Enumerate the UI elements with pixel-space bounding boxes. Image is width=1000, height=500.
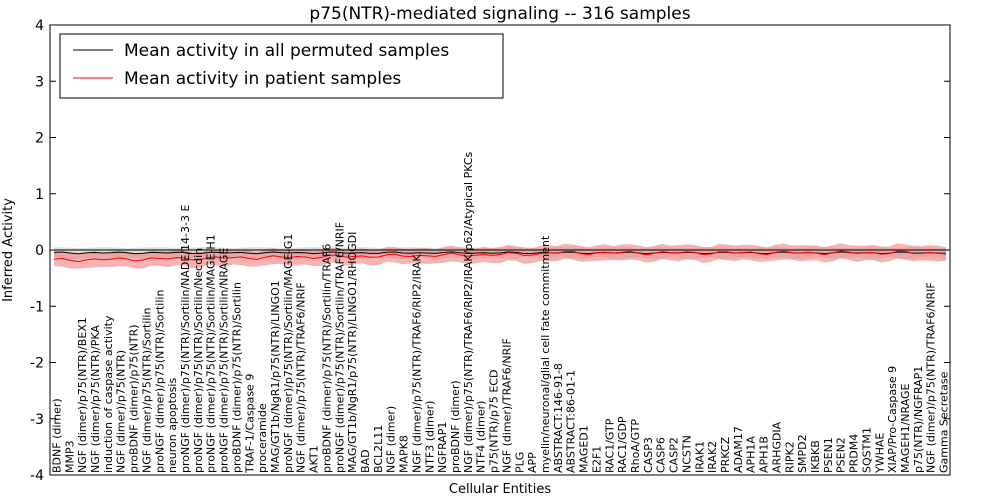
y-tick-label: 1 bbox=[35, 187, 44, 203]
y-tick-label: 3 bbox=[35, 74, 44, 90]
x-tick-label: BDNF (dimer) bbox=[50, 398, 63, 473]
x-tick-label: NGF (dimer)/p75(NTR)/Sortilin bbox=[140, 308, 153, 473]
x-tick-label: APH1B bbox=[758, 436, 771, 473]
x-tick-label: p75(NTR)/NGFRAP1 bbox=[912, 366, 925, 473]
x-tick-label: proNGF (dimer)/p75(NTR)/Sortilin bbox=[153, 290, 166, 473]
x-tick-label: ABSTRACT:146-91-8 bbox=[552, 363, 565, 473]
x-tick-label: p75(NTR)/p75 ECD bbox=[488, 370, 501, 473]
x-tick-label: MMP3 bbox=[63, 440, 76, 473]
x-tick-label: NGF (dimer)/p75(NTR)/TRAF6/NRIF bbox=[295, 282, 308, 473]
x-tick-label: proBDNF (dimer)/p75(NTR) bbox=[128, 324, 141, 473]
y-tick-label: -1 bbox=[30, 299, 44, 315]
x-tick-label: ABSTRACT:86-01-1 bbox=[565, 370, 578, 473]
legend-patient-label: Mean activity in patient samples bbox=[124, 69, 401, 89]
x-tick-label: neuron apoptosis bbox=[166, 378, 179, 473]
x-tick-label: BCL2L11 bbox=[372, 425, 385, 473]
x-tick-label: RhoA/GTP bbox=[629, 419, 642, 473]
plot-frame bbox=[49, 24, 951, 476]
x-tick-label: PRKCZ bbox=[719, 436, 732, 473]
legend-permuted-label: Mean activity in all permuted samples bbox=[124, 41, 449, 61]
x-tick-label: proBDNF (dimer)/p75(NTR)/Sortilin/TRAF6 bbox=[320, 244, 333, 473]
x-tick-label: TRAF-1/Caspase 9 bbox=[243, 374, 256, 474]
x-tick-label: NGF (dimer)/p75(NTR)/PKA bbox=[89, 325, 102, 473]
x-tick-label: RIPK2 bbox=[783, 441, 796, 473]
x-tick-label: proNGF (dimer)/p75(NTR)/Sortilin/MAGE-H1 bbox=[205, 234, 218, 473]
x-tick-label: E2F1 bbox=[590, 446, 603, 473]
y-tick-label: -3 bbox=[30, 412, 44, 428]
chart-title: p75(NTR)-mediated signaling -- 316 sampl… bbox=[309, 4, 690, 24]
x-tick-label: PSEN1 bbox=[822, 437, 835, 473]
x-tick-label: AKT1 bbox=[308, 445, 321, 473]
x-tick-label: YWHAE bbox=[873, 433, 886, 474]
x-tick-label: NTF4 (dimer) bbox=[475, 401, 488, 473]
x-tick-label: APH1A bbox=[745, 436, 758, 473]
y-axis: -4 -3 -2 -1 0 1 2 3 4 bbox=[30, 18, 950, 484]
y-tick-label: -2 bbox=[30, 356, 44, 372]
lines-layer bbox=[50, 249, 950, 263]
x-tick-label: proNGF (dimer)/p75(NTR)/Sortilin/MAGE-G1 bbox=[282, 234, 295, 473]
x-tick-label: proBDNF (dimer) bbox=[449, 380, 462, 473]
x-tick-label: SQSTM1 bbox=[860, 427, 873, 473]
y-tick-label: 4 bbox=[35, 18, 44, 34]
x-tick-label: MAPK8 bbox=[398, 435, 411, 473]
y-tick-label: 2 bbox=[35, 131, 44, 147]
x-tick-label: BAD bbox=[359, 449, 372, 473]
x-tick-label: proNGF (dimer)/p75(NTR)/Sortilin/NADE/14… bbox=[179, 205, 192, 473]
y-tick-label: -4 bbox=[30, 468, 44, 484]
x-tick-labels: BDNF (dimer) MMP3 NGF (dimer)/p75(NTR)/BEX… bbox=[50, 152, 950, 474]
x-tick-label: proBDNF (dimer)/p75(NTR)/Sortilin bbox=[230, 282, 243, 473]
x-tick-label: IKBKB bbox=[809, 440, 822, 473]
x-tick-label: NGF (dimer)/p75(NTR)/TRAF6/NRIF bbox=[925, 282, 938, 473]
x-tick-label: induction of caspase activity bbox=[102, 315, 115, 473]
x-tick-label: MAG/GT1b/NgR1/p75(NTR)/LINGO1/RHOGDI bbox=[346, 232, 359, 473]
x-tick-label: SMPD2 bbox=[796, 434, 809, 473]
x-tick-label: ADAM17 bbox=[732, 426, 745, 473]
x-tick-label: NGF (dimer)/p75(NTR)/TRAF6/RIP2/IRAK bbox=[410, 254, 423, 473]
x-tick-label: IRAK1 bbox=[693, 441, 706, 473]
x-tick-label: MAG/GT1b/NgR1/p75(NTR)/LINGO1 bbox=[269, 280, 282, 473]
x-tick-label: Gamma Secretase bbox=[938, 371, 951, 473]
x-tick-label: myelin/neuronal/glial cell fate commitme… bbox=[539, 235, 552, 473]
x-tick-label: NGF (dimer) bbox=[385, 406, 398, 473]
x-tick-label: CASP3 bbox=[642, 437, 655, 473]
x-tick-label: NGF (dimer)/TRAF6/NRIF bbox=[500, 338, 513, 473]
x-tick-label: CASP2 bbox=[668, 437, 681, 473]
x-tick-label: MAGED1 bbox=[578, 425, 591, 473]
x-tick-label: MAGEH1/NRAGE bbox=[899, 383, 912, 473]
x-tick-label: NGF (dimer)/p75(NTR) bbox=[115, 350, 128, 473]
y-axis-label: Inferred Activity bbox=[1, 198, 16, 302]
y-tick-label: 0 bbox=[35, 243, 44, 259]
x-tick-label: PLG bbox=[513, 452, 526, 473]
x-tick-label: NGFRAP1 bbox=[436, 422, 449, 473]
x-tick-label: PSEN2 bbox=[835, 437, 848, 473]
x-tick-label: IRAK2 bbox=[706, 441, 719, 473]
x-tick-label: CASP6 bbox=[655, 437, 668, 473]
x-tick-label: RAC1/GDP bbox=[616, 416, 629, 473]
x-tick-label: NGF (dimer)/p75(NTR)/TRAF6/RIP2/IRAK/p62… bbox=[462, 152, 475, 473]
patient-mean-line bbox=[53, 250, 946, 263]
x-tick-label: proceramide bbox=[256, 403, 269, 473]
x-tick-label: APP bbox=[526, 452, 539, 473]
legend-box bbox=[59, 33, 504, 99]
x-tick-label: NTF3 (dimer) bbox=[423, 401, 436, 473]
x-axis-label: Cellular Entities bbox=[449, 482, 551, 497]
x-tick-label: proNGF (dimer)/p75(NTR)/Sortilin/Necdin bbox=[192, 248, 205, 473]
x-tick-label: PRDM4 bbox=[848, 434, 861, 473]
x-tick-label: NGF (dimer)/p75(NTR)/BEX1 bbox=[76, 317, 89, 473]
x-tick-label: proNGF (dimer)/p75(NTR)/Sortilin/TRAF6/N… bbox=[333, 222, 346, 473]
x-tick-label: ARHGDIA bbox=[770, 421, 783, 473]
x-tick-label: NCSTN bbox=[680, 435, 693, 473]
legend: Mean activity in all permuted samples Me… bbox=[59, 33, 504, 99]
x-tick-label: RAC1/GTP bbox=[603, 418, 616, 473]
x-tick-label: proNGF (dimer)/p75(NTR)/Sortilin/NRAGE bbox=[218, 248, 231, 473]
x-tick-label: XIAP/Pro-Caspase 9 bbox=[886, 366, 899, 473]
